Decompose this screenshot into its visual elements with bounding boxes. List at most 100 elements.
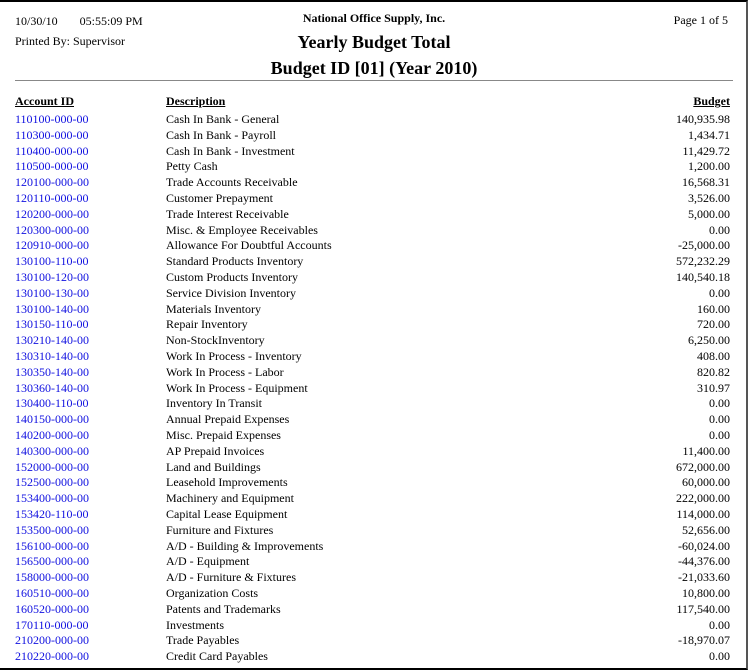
account-id-link[interactable]: 110300-000-00	[15, 127, 89, 142]
account-id-link[interactable]: 160520-000-00	[15, 601, 89, 616]
account-description: Work In Process - Labor	[166, 364, 284, 379]
account-description: Work In Process - Equipment	[166, 380, 308, 395]
account-id-link[interactable]: 130210-140-00	[15, 333, 89, 348]
table-row: 153420-110-00 Capital Lease Equipment 114,…	[0, 507, 748, 523]
account-id-link[interactable]: 130100-120-00	[15, 269, 89, 284]
account-id-link[interactable]: 153400-000-00	[15, 491, 89, 506]
account-id-link[interactable]: 130100-130-00	[15, 285, 89, 300]
account-description: Non-StockInventory	[166, 333, 265, 348]
budget-amount: 672,000.00	[676, 459, 730, 474]
account-id-link[interactable]: 152500-000-00	[15, 475, 89, 490]
budget-amount: -60,024.00	[678, 538, 730, 553]
account-id-link[interactable]: 130350-140-00	[15, 364, 89, 379]
account-description: A/D - Furniture & Fixtures	[166, 570, 296, 585]
account-id-link[interactable]: 130150-110-00	[15, 317, 89, 332]
table-row: 140300-000-00 AP Prepaid Invoices 11,400.0…	[0, 444, 748, 460]
account-description: Standard Products Inventory	[166, 254, 304, 269]
table-row: 170110-000-00 Investments 0.00	[0, 618, 748, 634]
budget-amount: 16,568.31	[682, 175, 730, 190]
table-row: 140150-000-00 Annual Prepaid Expenses 0.00	[0, 412, 748, 428]
account-id-link[interactable]: 120910-000-00	[15, 238, 89, 253]
budget-amount: 310.97	[697, 380, 730, 395]
budget-amount: 10,800.00	[682, 585, 730, 600]
table-row: 130100-120-00 Custom Products Inventory 14…	[0, 270, 748, 286]
budget-amount: 0.00	[709, 285, 730, 300]
account-description: Land and Buildings	[166, 459, 261, 474]
table-row: 130350-140-00 Work In Process - Labor 820.…	[0, 365, 748, 381]
table-row: 160510-000-00 Organization Costs 10,800.00	[0, 586, 748, 602]
account-id-link[interactable]: 130310-140-00	[15, 348, 89, 363]
account-description: Inventory In Transit	[166, 396, 262, 411]
print-time: 05:55:09 PM	[79, 14, 143, 28]
account-id-link[interactable]: 140150-000-00	[15, 412, 89, 427]
budget-amount: 6,250.00	[688, 333, 730, 348]
page-indicator: Page 1 of 5	[673, 13, 728, 27]
account-description: Cash In Bank - Payroll	[166, 127, 276, 142]
budget-amount: 0.00	[709, 222, 730, 237]
account-id-link[interactable]: 140200-000-00	[15, 427, 89, 442]
account-id-link[interactable]: 153420-110-00	[15, 506, 89, 521]
table-row: 110400-000-00 Cash In Bank - Investment 11…	[0, 144, 748, 160]
table-row: 156100-000-00 A/D - Building & Improvemen…	[0, 539, 748, 555]
account-description: Trade Accounts Receivable	[166, 175, 298, 190]
account-id-link[interactable]: 210200-000-00	[15, 633, 89, 648]
account-id-link[interactable]: 110500-000-00	[15, 159, 89, 174]
account-id-link[interactable]: 152000-000-00	[15, 459, 89, 474]
printed-by: Printed By: Supervisor	[15, 34, 125, 48]
account-id-link[interactable]: 140300-000-00	[15, 443, 89, 458]
account-id-link[interactable]: 120110-000-00	[15, 190, 89, 205]
account-id-link[interactable]: 156100-000-00	[15, 538, 89, 553]
account-id-link[interactable]: 120100-000-00	[15, 175, 89, 190]
budget-amount: 222,000.00	[676, 491, 730, 506]
column-header-account: Account ID	[15, 94, 74, 108]
table-row: 130310-140-00 Work In Process - Inventory…	[0, 349, 748, 365]
account-id-link[interactable]: 170110-000-00	[15, 617, 89, 632]
account-id-link[interactable]: 120200-000-00	[15, 206, 89, 221]
table-row: 130150-110-00 Repair Inventory 720.00	[0, 317, 748, 333]
table-row: 153400-000-00 Machinery and Equipment 222,…	[0, 491, 748, 507]
account-id-link[interactable]: 130100-140-00	[15, 301, 89, 316]
account-description: Allowance For Doubtful Accounts	[166, 238, 332, 253]
account-description: Service Division Inventory	[166, 285, 296, 300]
account-id-link[interactable]: 110100-000-00	[15, 112, 89, 126]
budget-amount: 114,000.00	[676, 506, 730, 521]
table-row: 152000-000-00 Land and Buildings 672,000.0…	[0, 460, 748, 476]
account-description: Custom Products Inventory	[166, 269, 298, 284]
table-row: 130360-140-00 Work In Process - Equipment…	[0, 381, 748, 397]
account-id-link[interactable]: 120300-000-00	[15, 222, 89, 237]
account-id-link[interactable]: 210220-000-00	[15, 649, 89, 664]
account-description: Customer Prepayment	[166, 190, 273, 205]
column-header-description: Description	[166, 94, 226, 108]
column-header-budget: Budget	[693, 94, 730, 108]
account-description: A/D - Equipment	[166, 554, 250, 569]
account-description: Misc. Prepaid Expenses	[166, 427, 281, 442]
account-description: Trade Payables	[166, 633, 240, 648]
budget-amount: -18,970.07	[678, 633, 730, 648]
budget-amount: 408.00	[697, 348, 730, 363]
account-id-link[interactable]: 130360-140-00	[15, 380, 89, 395]
print-date: 10/30/10	[15, 14, 58, 28]
account-id-link[interactable]: 156500-000-00	[15, 554, 89, 569]
account-description: Leasehold Improvements	[166, 475, 288, 490]
header-divider	[15, 80, 733, 81]
budget-amount: 0.00	[709, 396, 730, 411]
account-description: A/D - Building & Improvements	[166, 538, 324, 553]
table-row: 210200-000-00 Trade Payables -18,970.07	[0, 633, 748, 649]
budget-amount: -44,376.00	[678, 554, 730, 569]
account-description: Annual Prepaid Expenses	[166, 412, 290, 427]
table-row: 140200-000-00 Misc. Prepaid Expenses 0.00	[0, 428, 748, 444]
table-row: 120300-000-00 Misc. & Employee Receivable…	[0, 223, 748, 239]
company-name: National Office Supply, Inc.	[302, 11, 446, 25]
account-description: Investments	[166, 617, 224, 632]
account-id-link[interactable]: 130400-110-00	[15, 396, 89, 411]
table-row: 152500-000-00 Leasehold Improvements 60,00…	[0, 475, 748, 491]
account-id-link[interactable]: 130100-110-00	[15, 254, 89, 269]
account-description: Trade Interest Receivable	[166, 206, 289, 221]
account-id-link[interactable]: 153500-000-00	[15, 522, 89, 537]
account-id-link[interactable]: 158000-000-00	[15, 570, 89, 585]
table-row: 110100-000-00 Cash In Bank - General 140,9…	[0, 112, 748, 128]
account-description: AP Prepaid Invoices	[166, 443, 265, 458]
budget-amount: 820.82	[697, 364, 730, 379]
account-id-link[interactable]: 160510-000-00	[15, 585, 89, 600]
account-id-link[interactable]: 110400-000-00	[15, 143, 89, 158]
